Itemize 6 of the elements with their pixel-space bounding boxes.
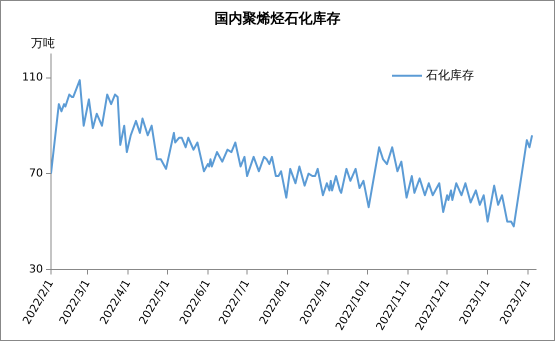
- legend-label: 石化库存: [426, 68, 474, 82]
- y-axis-title: 万吨: [30, 36, 55, 50]
- chart-title: 国内聚烯烃石化库存: [214, 10, 340, 28]
- y-tick-label: 30: [28, 262, 43, 276]
- y-tick-label: 110: [22, 70, 43, 84]
- y-tick-label: 70: [28, 166, 43, 180]
